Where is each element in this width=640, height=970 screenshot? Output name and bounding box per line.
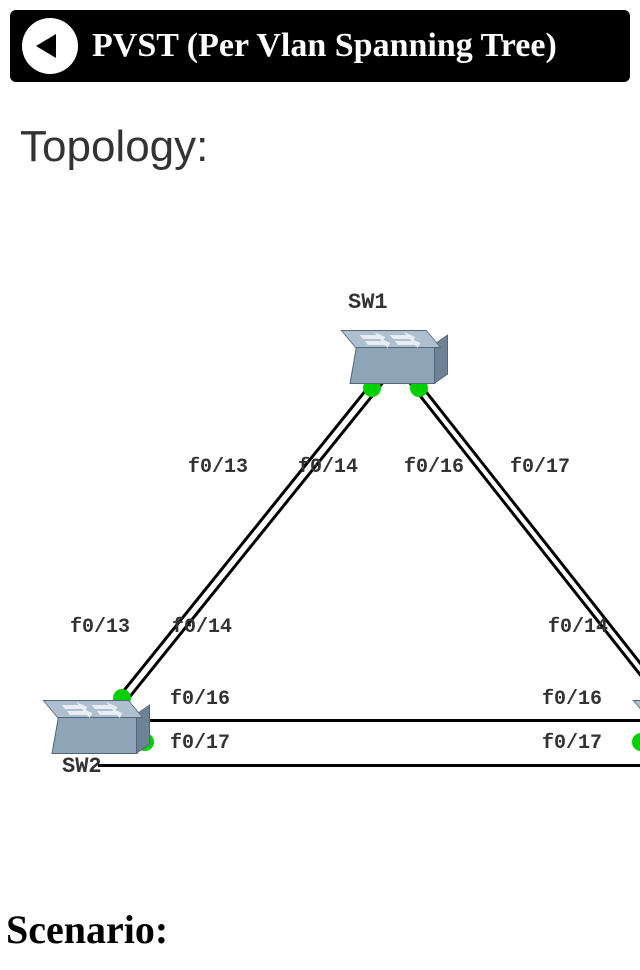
- port-label: f0/13: [70, 616, 130, 639]
- switch-icon: [50, 700, 146, 756]
- link-line: [98, 719, 640, 722]
- link-line: [100, 361, 400, 733]
- switch-label: SW1: [348, 290, 388, 315]
- link-line: [392, 361, 640, 733]
- switch-label: SW2: [62, 754, 102, 779]
- port-status-dot: [632, 733, 640, 751]
- port-label: f0/14: [172, 616, 232, 639]
- port-label: f0/16: [170, 688, 230, 711]
- port-label: f0/13: [188, 456, 248, 479]
- topology-heading: Topology:: [20, 122, 620, 172]
- port-label: f0/16: [542, 688, 602, 711]
- port-label: f0/17: [170, 732, 230, 755]
- link-line: [98, 764, 640, 767]
- port-label: f0/16: [404, 456, 464, 479]
- link-line: [94, 356, 394, 728]
- port-label: f0/14: [298, 456, 358, 479]
- network-diagram: SW1 SW2 f0/13 f0/14 f0/16 f0/17 f0/13 f0/14 f0/1…: [0, 270, 640, 810]
- port-label: f0/17: [542, 732, 602, 755]
- switch-icon: [348, 330, 444, 386]
- scenario-heading: Scenario:: [6, 906, 168, 953]
- page-title: PVST (Per Vlan Spanning Tree): [92, 26, 557, 65]
- port-label: f0/14: [548, 616, 608, 639]
- back-button[interactable]: [22, 18, 78, 74]
- header-bar: PVST (Per Vlan Spanning Tree): [10, 10, 630, 82]
- port-label: f0/17: [510, 456, 570, 479]
